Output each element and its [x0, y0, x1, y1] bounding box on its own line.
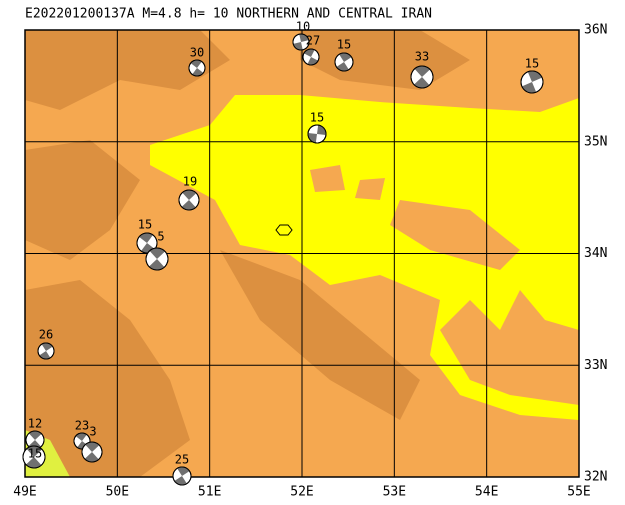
map-frame [24, 29, 580, 478]
beachball [22, 445, 46, 469]
ball-rim [37, 342, 55, 360]
ball-quadrant [139, 233, 153, 243]
lon-label: 51E [198, 485, 221, 500]
land [310, 165, 345, 192]
ball-rim [410, 65, 434, 89]
ball-quadrant [414, 77, 430, 88]
depth-label: 30 [190, 46, 204, 60]
ball-rim [81, 441, 103, 463]
beachball [178, 189, 200, 211]
ball-quadrant [149, 248, 165, 259]
ball-rim [188, 59, 206, 77]
depth-label: 19 [183, 175, 197, 189]
highland [25, 140, 140, 260]
ball-rim [136, 232, 158, 254]
highland [25, 280, 190, 477]
depth-label: 26 [39, 328, 53, 342]
ball-quadrant [299, 34, 309, 42]
ball-rim [302, 48, 320, 66]
ball-quadrant [41, 343, 53, 351]
beachball [172, 466, 192, 486]
ball-quadrant [317, 125, 326, 136]
lowland [150, 95, 579, 420]
lat-label: 33N [584, 358, 607, 373]
ball-quadrant [39, 351, 51, 359]
land [390, 200, 520, 270]
ball-rim [172, 466, 192, 486]
beachball [410, 65, 434, 89]
lon-label: 55E [567, 485, 590, 500]
beachball [145, 247, 169, 271]
ball-quadrant [149, 259, 165, 270]
depth-label: 27 [306, 34, 320, 48]
ball-quadrant [26, 457, 42, 468]
ball-quadrant [527, 71, 543, 82]
beachball [302, 48, 320, 66]
ball-rim [292, 33, 310, 51]
depth-label: 12 [28, 417, 42, 431]
ball-quadrant [303, 49, 315, 57]
depth-label: 15 [337, 38, 351, 52]
ball-quadrant [28, 431, 42, 440]
lat-label: 36N [584, 23, 607, 38]
land [355, 178, 385, 200]
beachball [520, 70, 544, 94]
depth-label: 25 [175, 453, 189, 467]
depth-label: 15 [525, 57, 539, 71]
beachball [81, 441, 103, 463]
depth-label: 5 [157, 230, 164, 244]
ball-rim [520, 70, 544, 94]
depth-label: 23 [75, 419, 89, 433]
epicenter [275, 224, 293, 236]
ball-quadrant [84, 452, 99, 462]
ball-quadrant [336, 62, 349, 71]
lon-label: 50E [106, 485, 129, 500]
ball-quadrant [293, 42, 303, 50]
ball-quadrant [182, 190, 197, 200]
ball-quadrant [181, 200, 196, 210]
depth-label: 10 [296, 20, 310, 34]
beachball [292, 33, 310, 51]
beachball [37, 342, 55, 360]
lon-label: 54E [475, 485, 498, 500]
lat-label: 34N [584, 246, 607, 261]
lon-label: 49E [13, 485, 36, 500]
ball-rim [307, 124, 327, 144]
ball-rim [145, 247, 169, 271]
ball-rim [22, 445, 46, 469]
lon-label: 53E [383, 485, 406, 500]
ball-quadrant [75, 433, 87, 441]
ball-quadrant [177, 467, 190, 476]
map-title: E202201200137A M=4.8 h= 10 NORTHERN AND … [25, 7, 432, 22]
ball-quadrant [190, 60, 202, 68]
beachball [188, 59, 206, 77]
depth-label: 15 [138, 218, 152, 232]
lat-label: 32N [584, 470, 607, 485]
ball-rim [178, 189, 200, 211]
depth-label: 33 [415, 50, 429, 64]
lon-label: 52E [290, 485, 313, 500]
ball-quadrant [174, 476, 187, 485]
depth-label: 15 [310, 111, 324, 125]
ball-quadrant [308, 132, 317, 143]
beachball [334, 52, 354, 72]
ball-quadrant [192, 68, 204, 76]
ball-quadrant [26, 446, 42, 457]
beachball [307, 124, 327, 144]
highland [25, 30, 230, 110]
depth-label: 15 [28, 447, 42, 461]
ball-quadrant [85, 442, 100, 452]
ball-quadrant [414, 66, 430, 77]
depth-label: 3 [89, 425, 96, 439]
lat-label: 35N [584, 134, 607, 149]
ball-rim [334, 52, 354, 72]
ball-quadrant [339, 53, 352, 62]
highland [220, 250, 420, 420]
ball-quadrant [307, 57, 319, 65]
ball-quadrant [521, 82, 537, 93]
